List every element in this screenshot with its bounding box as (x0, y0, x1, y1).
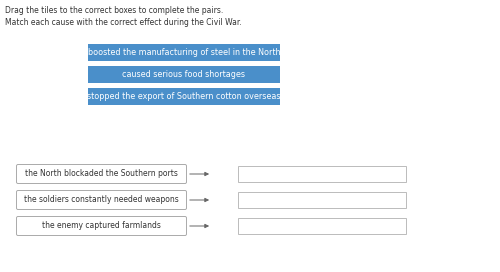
FancyBboxPatch shape (88, 88, 280, 105)
Text: Drag the tiles to the correct boxes to complete the pairs.: Drag the tiles to the correct boxes to c… (5, 6, 223, 15)
FancyBboxPatch shape (238, 192, 406, 208)
Text: the North blockaded the Southern ports: the North blockaded the Southern ports (25, 169, 178, 178)
Text: the soldiers constantly needed weapons: the soldiers constantly needed weapons (24, 196, 179, 205)
FancyBboxPatch shape (16, 165, 186, 184)
Text: the enemy captured farmlands: the enemy captured farmlands (42, 221, 161, 230)
FancyBboxPatch shape (88, 44, 280, 61)
Text: boosted the manufacturing of steel in the North: boosted the manufacturing of steel in th… (88, 48, 280, 57)
FancyBboxPatch shape (16, 190, 186, 209)
Text: caused serious food shortages: caused serious food shortages (122, 70, 246, 79)
Text: stopped the export of Southern cotton overseas: stopped the export of Southern cotton ov… (88, 92, 281, 101)
FancyBboxPatch shape (16, 217, 186, 236)
Text: Match each cause with the correct effect during the Civil War.: Match each cause with the correct effect… (5, 18, 242, 27)
FancyBboxPatch shape (88, 66, 280, 83)
FancyBboxPatch shape (238, 166, 406, 182)
FancyBboxPatch shape (238, 218, 406, 234)
